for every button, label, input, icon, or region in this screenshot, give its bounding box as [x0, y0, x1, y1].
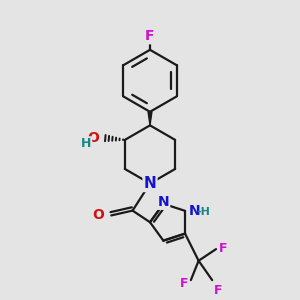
Text: O: O: [87, 131, 99, 145]
Text: F: F: [214, 284, 223, 297]
Text: -H: -H: [197, 207, 211, 217]
Text: N: N: [158, 195, 169, 209]
Text: N: N: [189, 204, 200, 218]
Text: F: F: [179, 277, 188, 290]
Text: F: F: [219, 242, 227, 255]
Text: N: N: [144, 176, 156, 191]
Text: O: O: [93, 208, 104, 222]
Text: H: H: [81, 137, 91, 150]
Polygon shape: [148, 112, 152, 125]
Text: F: F: [145, 29, 155, 43]
